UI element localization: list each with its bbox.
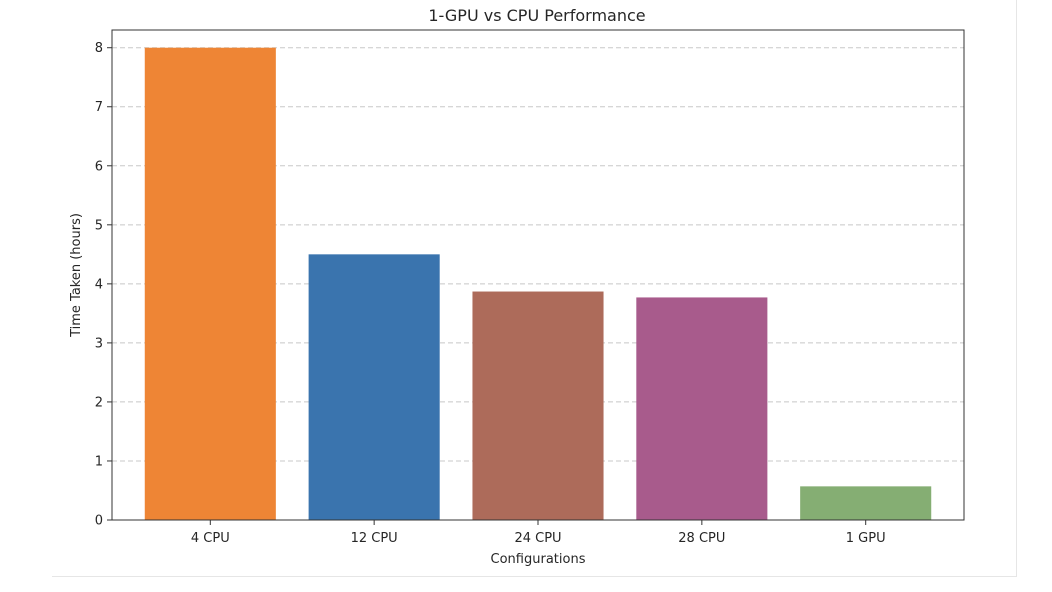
x-tick-label: 28 CPU	[678, 531, 725, 546]
x-tick-label: 12 CPU	[351, 531, 398, 546]
y-tick-label: 7	[95, 100, 103, 115]
x-axis-label: Configurations	[491, 552, 586, 567]
x-tick-label: 24 CPU	[514, 531, 561, 546]
bar	[472, 291, 604, 520]
y-tick-label: 2	[95, 395, 103, 410]
y-tick-label: 1	[95, 454, 103, 469]
x-axis-ticks: 4 CPU 12 CPU 24 CPU 28 CPU 1 GPU	[191, 520, 886, 546]
bar	[636, 297, 768, 520]
cell-border-right	[1016, 0, 1017, 576]
y-tick-label: 6	[95, 159, 103, 174]
y-tick-label: 5	[95, 218, 103, 233]
bars	[144, 47, 932, 521]
bar	[144, 47, 276, 520]
y-tick-label: 8	[95, 41, 103, 56]
y-axis-label: Time Taken (hours)	[69, 213, 84, 338]
y-axis-ticks: 0 1 2 3 4 5 6 7 8	[95, 41, 112, 529]
x-tick-label: 1 GPU	[846, 531, 886, 546]
y-tick-label: 0	[95, 514, 103, 529]
y-tick-label: 4	[95, 277, 103, 292]
chart-title: 1-GPU vs CPU Performance	[428, 6, 645, 25]
y-tick-label: 3	[95, 336, 103, 351]
bar	[308, 254, 440, 521]
x-tick-label: 4 CPU	[191, 531, 230, 546]
cell-border-bottom	[52, 576, 1017, 577]
bar	[800, 486, 932, 520]
